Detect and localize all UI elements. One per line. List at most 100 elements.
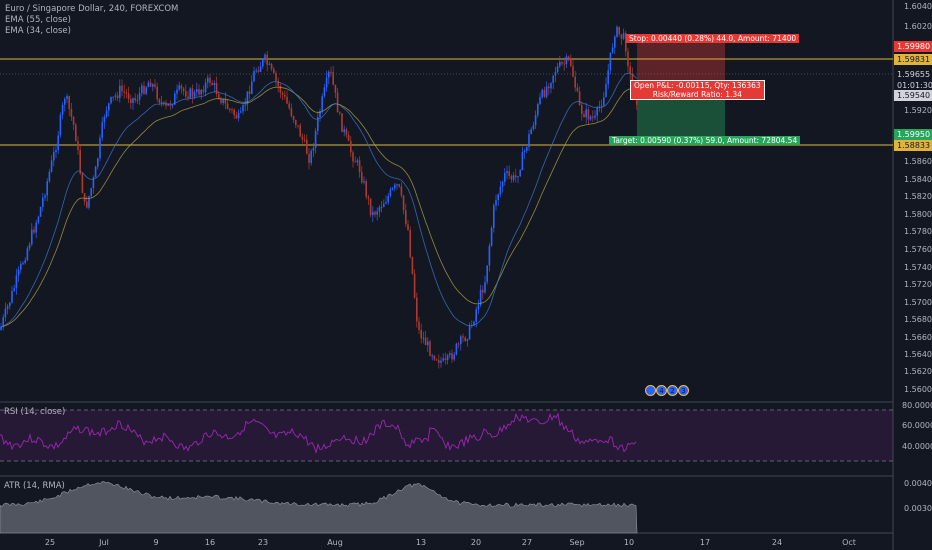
candle-body — [136, 99, 139, 101]
candle-body — [605, 84, 607, 98]
candle-body — [48, 171, 51, 182]
rsi-axis-80: 80.0000 — [902, 401, 932, 410]
candle-body — [537, 104, 539, 116]
candle-body — [330, 71, 332, 73]
candle-body — [347, 134, 350, 141]
candle-body — [563, 63, 565, 65]
candle-body — [130, 99, 132, 104]
candle-body — [193, 92, 196, 97]
candle-body — [446, 355, 449, 361]
candle-body — [422, 337, 425, 339]
candle-body — [570, 57, 572, 66]
candle-body — [61, 104, 64, 115]
candle-body — [306, 139, 308, 154]
time-axis-label: 24 — [771, 538, 783, 547]
candle-body — [451, 353, 453, 360]
candle-body — [565, 56, 568, 65]
candle-body — [268, 63, 271, 65]
pnl-info-box[interactable]: Open P&L: -0.00115, Qty: 136363 Risk/Rew… — [630, 80, 765, 100]
candle-body — [460, 336, 462, 344]
candle-body — [512, 175, 515, 180]
candle-body — [88, 195, 90, 208]
candle-body — [28, 244, 31, 249]
candle-body — [237, 112, 240, 119]
price-axis-label: 1.56400 — [904, 350, 932, 359]
rsi-legend[interactable]: RSI (14, close) — [4, 407, 66, 417]
event-marker[interactable]: 4 — [656, 385, 667, 396]
candle-body — [372, 211, 374, 216]
candle-body — [517, 176, 519, 178]
candle-body — [455, 343, 458, 355]
atr-legend[interactable]: ATR (14, RMA) — [4, 481, 65, 491]
ema-34-legend[interactable]: EMA (34, close) — [5, 26, 71, 36]
candle-body — [286, 96, 288, 104]
candle-body — [55, 150, 57, 153]
time-axis-label: Jul — [99, 538, 109, 547]
target-info-box[interactable]: Target: 0.00590 (0.37%) 59.0, Amount: 72… — [609, 136, 801, 145]
price-axis-label: 1.58400 — [904, 175, 932, 184]
candle-body — [81, 173, 84, 194]
candle-body — [26, 248, 29, 261]
candle-body — [213, 83, 216, 85]
candle-body — [277, 80, 279, 86]
price-axis-label: 1.60200 — [904, 22, 932, 31]
candle-body — [603, 97, 605, 106]
candle-body — [321, 96, 323, 112]
support-price-tag: 1.58833 — [894, 140, 932, 151]
candle-body — [389, 189, 392, 196]
candle-body — [191, 88, 194, 97]
candle-body — [310, 150, 312, 163]
candle-body — [409, 230, 411, 257]
candle-body — [248, 91, 251, 94]
candle-body — [312, 147, 315, 151]
candle-body — [510, 175, 513, 180]
candle-body — [405, 210, 407, 225]
candle-body — [314, 130, 317, 148]
candle-body — [578, 91, 581, 106]
ema-55-legend[interactable]: EMA (55, close) — [5, 15, 71, 25]
candle-body — [561, 62, 563, 64]
candle-body — [424, 337, 427, 346]
candle-body — [160, 102, 163, 104]
candle-body — [385, 202, 387, 204]
candle-body — [266, 54, 268, 65]
event-marker[interactable]: 2 — [667, 385, 678, 396]
candle-body — [147, 82, 150, 88]
candle-body — [506, 171, 508, 174]
candle-body — [444, 358, 447, 361]
candle-body — [339, 112, 341, 114]
candle-body — [343, 129, 345, 132]
atr-axis-0030: 0.0030 — [904, 504, 932, 513]
candle-body — [132, 97, 134, 104]
event-marker[interactable] — [645, 385, 656, 396]
candle-body — [554, 71, 557, 76]
candle-body — [251, 81, 253, 94]
candle-body — [556, 66, 559, 72]
candle-body — [567, 56, 570, 58]
candle-body — [614, 36, 616, 48]
candle-body — [103, 116, 106, 123]
candle-body — [295, 119, 297, 126]
ema-34-line — [0, 72, 638, 328]
candle-body — [6, 306, 9, 309]
candle-body — [552, 75, 554, 83]
candle-body — [508, 171, 510, 176]
candle-body — [97, 158, 99, 167]
symbol-title[interactable]: Euro / Singapore Dollar, 240, FOREXCOM — [5, 4, 179, 14]
candle-body — [625, 33, 627, 52]
candle-body — [303, 139, 306, 141]
event-marker[interactable]: 3 — [678, 385, 689, 396]
price-axis-label: 1.57000 — [904, 298, 932, 307]
candle-body — [592, 116, 594, 118]
candle-body — [497, 194, 499, 201]
candle-body — [189, 88, 191, 99]
candle-body — [493, 205, 495, 229]
candle-body — [545, 86, 548, 97]
candle-body — [435, 359, 438, 361]
stop-info-box[interactable]: Stop: 0.00440 (0.28%) 44.0, Amount: 7140… — [626, 34, 800, 43]
candle-body — [233, 109, 235, 116]
candle-body — [196, 89, 198, 93]
candle-body — [235, 115, 238, 119]
candle-body — [407, 224, 409, 231]
